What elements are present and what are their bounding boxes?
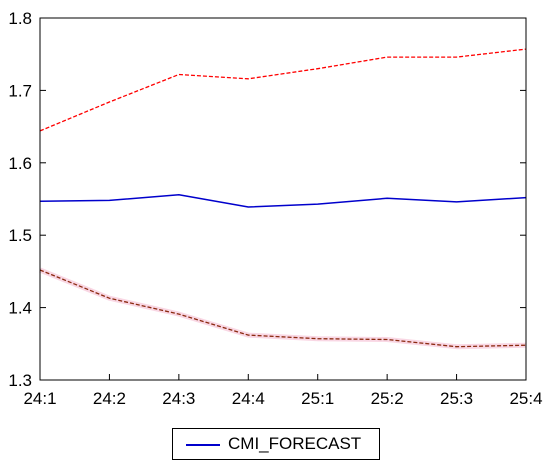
x-tick-label-2: 24:3 <box>162 389 195 408</box>
x-tick-label-3: 24:4 <box>232 389 265 408</box>
x-tick-label-0: 24:1 <box>23 389 56 408</box>
x-tick-label-4: 25:1 <box>301 389 334 408</box>
legend-swatch-cmi-forecast <box>186 444 220 446</box>
x-tick-label-6: 25:3 <box>440 389 473 408</box>
series-halo-lower-band <box>39 267 527 350</box>
y-tick-label-4: 1.7 <box>8 81 32 100</box>
axis-layer: 1.3 1.4 1.5 1.6 1.7 1.8 24:1 24:2 24:3 24:4 25:1 25… <box>8 9 542 408</box>
series-line-cmi-forecast <box>39 193 527 208</box>
plot-frame <box>39 17 527 381</box>
y-tick-label-2: 1.5 <box>8 226 32 245</box>
series-line-upper-band <box>39 48 527 132</box>
y-tick-label-5: 1.8 <box>8 9 32 28</box>
y-tick-label-1: 1.4 <box>8 299 32 318</box>
legend-label-cmi-forecast: CMI_FORECAST <box>228 434 362 453</box>
y-tick-label-3: 1.6 <box>8 154 32 173</box>
legend: CMI_FORECAST <box>172 428 380 460</box>
y-tick-label-0: 1.3 <box>8 371 32 390</box>
x-tick-label-5: 25:2 <box>371 389 404 408</box>
x-tick-label-1: 24:2 <box>93 389 126 408</box>
series-layer <box>39 48 527 350</box>
x-tick-label-7: 25:4 <box>509 389 542 408</box>
series-line-lower-band <box>39 269 527 348</box>
